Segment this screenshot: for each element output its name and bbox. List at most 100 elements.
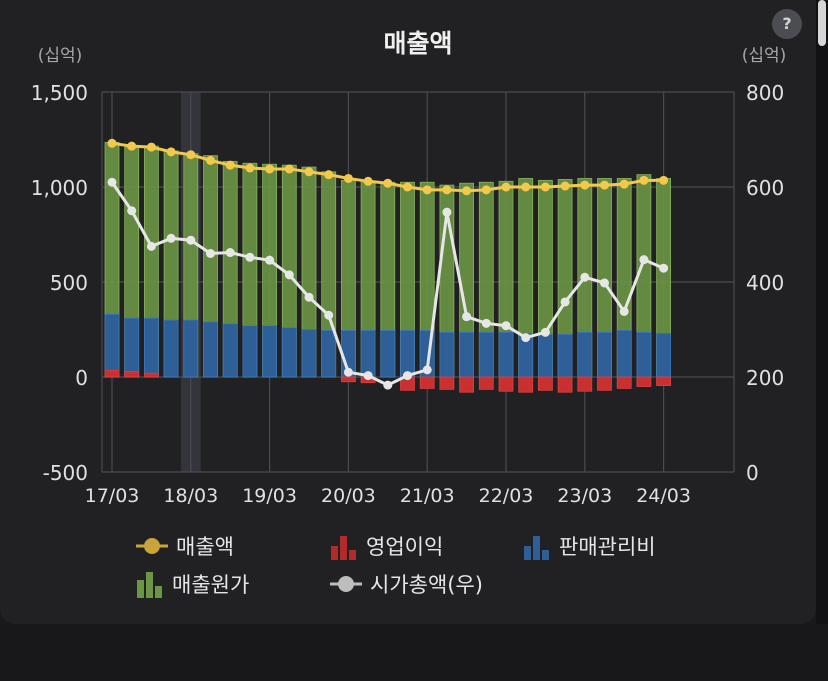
help-button[interactable]: ? (772, 9, 802, 39)
market-cap-point[interactable] (619, 306, 629, 316)
bar-operating-profit[interactable] (419, 376, 435, 389)
market-cap-point[interactable] (501, 321, 511, 331)
bar-operating-profit[interactable] (656, 376, 671, 386)
bar-operating-profit[interactable] (636, 376, 652, 387)
bar-operating-profit[interactable] (518, 376, 534, 393)
revenue-point[interactable] (580, 180, 590, 190)
market-cap-point[interactable] (265, 255, 275, 265)
bar-sga[interactable] (577, 331, 593, 378)
bar-sga[interactable] (321, 330, 337, 378)
market-cap-point[interactable] (659, 263, 669, 273)
revenue-point[interactable] (265, 164, 275, 174)
bar-operating-profit[interactable] (124, 370, 140, 378)
revenue-point[interactable] (481, 185, 491, 195)
bar-operating-profit[interactable] (478, 376, 494, 390)
market-cap-point[interactable] (639, 255, 649, 265)
bar-sga[interactable] (183, 319, 199, 378)
revenue-point[interactable] (521, 182, 531, 192)
market-cap-point[interactable] (324, 310, 334, 320)
bar-sga[interactable] (163, 319, 179, 378)
bar-sga[interactable] (281, 327, 297, 378)
bar-sga[interactable] (242, 325, 258, 378)
bar-sga[interactable] (222, 323, 238, 378)
revenue-point[interactable] (206, 155, 215, 165)
bar-operating-profit[interactable] (557, 376, 573, 393)
revenue-point[interactable] (166, 147, 176, 157)
revenue-point[interactable] (462, 186, 472, 196)
market-cap-point[interactable] (245, 252, 255, 262)
revenue-point[interactable] (422, 185, 432, 195)
revenue-point[interactable] (225, 160, 235, 170)
bar-sga[interactable] (380, 330, 396, 378)
market-cap-point[interactable] (383, 380, 393, 390)
market-cap-point[interactable] (146, 241, 156, 251)
revenue-point[interactable] (245, 163, 255, 173)
bar-operating-profit[interactable] (616, 376, 632, 389)
scrollbar-thumb[interactable] (818, 0, 826, 46)
market-cap-point[interactable] (363, 371, 373, 381)
market-cap-point[interactable] (225, 248, 235, 258)
bar-operating-profit[interactable] (459, 376, 475, 393)
bar-operating-profit[interactable] (143, 372, 159, 378)
market-cap-point[interactable] (107, 177, 117, 187)
bar-sga[interactable] (538, 333, 553, 378)
market-cap-point[interactable] (166, 233, 176, 243)
market-cap-point[interactable] (560, 297, 570, 307)
market-cap-point[interactable] (343, 367, 353, 377)
legend-item-operating-profit[interactable]: 영업이익 (330, 528, 443, 564)
legend-item-sga[interactable]: 판매관리비 (523, 528, 656, 564)
market-cap-point[interactable] (442, 207, 452, 217)
bar-operating-profit[interactable] (597, 376, 612, 391)
revenue-point[interactable] (600, 180, 609, 190)
revenue-point[interactable] (383, 178, 393, 188)
market-cap-point[interactable] (403, 371, 412, 381)
revenue-point[interactable] (619, 179, 629, 189)
revenue-point[interactable] (127, 141, 137, 151)
bar-operating-profit[interactable] (498, 376, 514, 392)
bar-sga[interactable] (498, 331, 514, 378)
market-cap-point[interactable] (521, 333, 531, 343)
bar-sga[interactable] (124, 317, 140, 378)
bar-sga[interactable] (301, 329, 317, 378)
revenue-point[interactable] (284, 164, 294, 174)
bar-sga[interactable] (262, 325, 278, 378)
bar-sga[interactable] (459, 331, 475, 378)
market-cap-point[interactable] (580, 272, 590, 282)
market-cap-point[interactable] (127, 206, 137, 216)
revenue-point[interactable] (442, 185, 452, 195)
legend-item-cost-of-sales[interactable]: 매출원가 (136, 566, 249, 602)
bar-operating-profit[interactable] (538, 376, 553, 391)
bar-sga[interactable] (478, 331, 494, 378)
revenue-point[interactable] (324, 170, 334, 180)
bar-operating-profit[interactable] (104, 369, 120, 378)
bar-sga[interactable] (656, 332, 671, 378)
bar-operating-profit[interactable] (340, 376, 356, 383)
market-cap-point[interactable] (284, 270, 294, 280)
bar-sga[interactable] (439, 331, 455, 378)
legend-item-market-cap[interactable]: 시가총액(우) (330, 566, 483, 602)
market-cap-point[interactable] (422, 365, 432, 375)
revenue-point[interactable] (403, 182, 412, 192)
bar-sga[interactable] (203, 321, 218, 378)
bar-sga[interactable] (400, 330, 415, 378)
revenue-point[interactable] (186, 150, 196, 160)
bar-operating-profit[interactable] (439, 376, 455, 390)
bar-sga[interactable] (616, 330, 632, 378)
market-cap-point[interactable] (304, 292, 314, 302)
market-cap-point[interactable] (462, 312, 472, 322)
market-cap-point[interactable] (540, 327, 550, 337)
revenue-point[interactable] (107, 138, 117, 148)
revenue-point[interactable] (560, 181, 570, 191)
scrollbar[interactable] (816, 0, 828, 624)
market-cap-point[interactable] (600, 278, 609, 288)
market-cap-point[interactable] (186, 235, 196, 245)
revenue-point[interactable] (304, 167, 314, 177)
bar-sga[interactable] (143, 317, 159, 378)
bar-sga[interactable] (104, 313, 120, 378)
revenue-point[interactable] (540, 182, 550, 192)
revenue-point[interactable] (639, 175, 649, 185)
bar-operating-profit[interactable] (577, 376, 593, 392)
market-cap-point[interactable] (481, 318, 491, 328)
revenue-point[interactable] (343, 173, 353, 183)
revenue-point[interactable] (363, 176, 373, 186)
